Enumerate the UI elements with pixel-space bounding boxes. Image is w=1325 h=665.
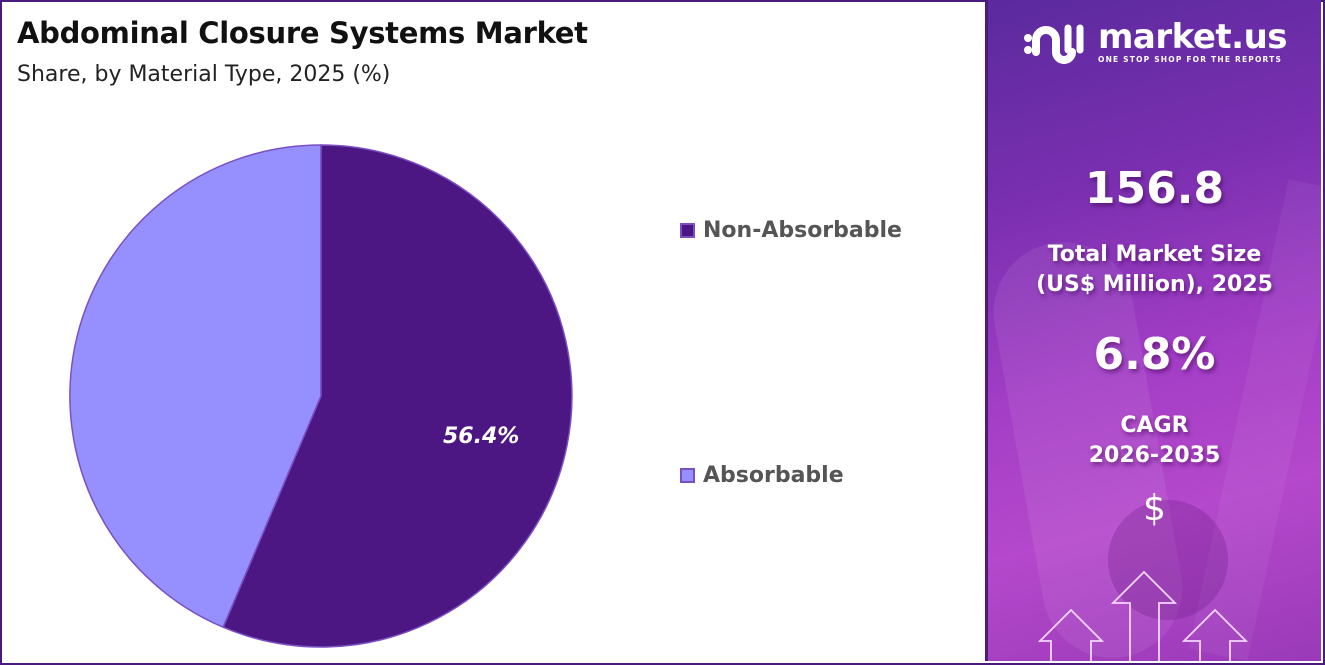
market-us-logo: market.us ONE STOP SHOP FOR THE REPORTS [1022,17,1288,66]
legend-swatch-absorbable [680,468,695,483]
pie-slice-absorbable[interactable] [69,144,322,629]
market-us-logo-icon [1024,24,1084,64]
market-size-label-line2: (US$ Million), 2025 [1036,272,1273,297]
legend-item-non-absorbable[interactable]: Non-Absorbable [680,218,902,243]
legend-item-absorbable[interactable]: Absorbable [680,463,844,488]
summary-panel: market.us ONE STOP SHOP FOR THE REPORTS … [988,0,1321,661]
panel-divider [985,0,988,661]
chart-area: Abdominal Closure Systems Market Share, … [2,2,987,663]
pie-slice-non-absorbable[interactable] [222,144,573,648]
cagr-label-line2: 2026-2035 [1088,443,1221,468]
logo-name: market.us [1098,17,1288,57]
legend-label: Absorbable [703,463,844,488]
cagr-label-line1: CAGR [1120,413,1189,438]
chart-subtitle: Share, by Material Type, 2025 (%) [17,62,391,87]
market-size-label-line1: Total Market Size [1047,242,1262,267]
slice-label-non-absorbable: 56.4% [443,424,520,449]
cagr-value: 6.8% [1093,329,1216,380]
chart-title: Abdominal Closure Systems Market [17,16,588,50]
market-size-value: 156.8 [1084,163,1225,214]
growth-arrows-icon [1037,570,1249,661]
logo-tagline: ONE STOP SHOP FOR THE REPORTS [1098,55,1283,64]
background-decoration [1108,500,1228,620]
dollar-icon: $ [1143,488,1166,529]
legend-swatch-non-absorbable [680,223,695,238]
legend-label: Non-Absorbable [703,218,902,243]
pie-chart [69,144,573,648]
